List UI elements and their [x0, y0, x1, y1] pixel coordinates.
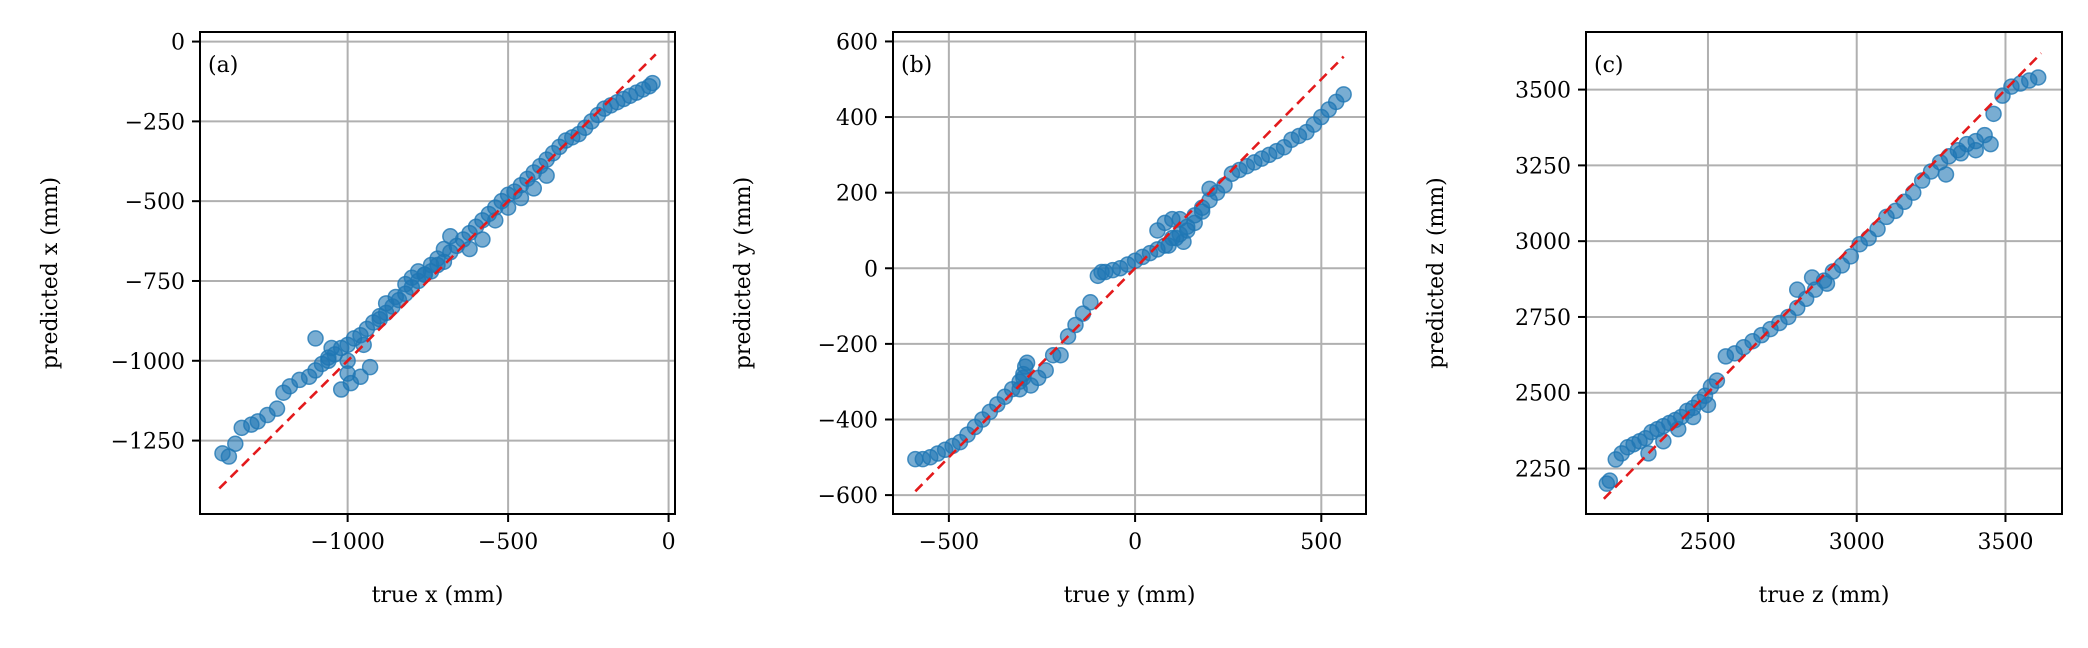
y-axis-label-b: predicted y (mm) [731, 177, 756, 369]
y-tick-label: −1250 [111, 430, 185, 455]
y-tick-label: 2750 [1515, 306, 1571, 331]
x-tick-label: −1000 [310, 530, 384, 555]
data-point [1601, 472, 1619, 489]
data-point [1193, 199, 1211, 217]
data-point [1803, 269, 1821, 286]
y-tick-label: 200 [836, 182, 878, 207]
x-tick-label: 0 [1128, 530, 1142, 555]
data-point [512, 189, 530, 207]
grid-a [200, 32, 675, 514]
scatter-points-c [1598, 69, 2047, 492]
data-point [227, 435, 244, 453]
data-point [1788, 281, 1806, 298]
data-point [1011, 380, 1028, 398]
reference-line-a [218, 53, 657, 490]
data-point [268, 400, 286, 417]
y-tick-label: −250 [125, 110, 185, 135]
data-point [1335, 86, 1352, 103]
data-point [1037, 362, 1054, 379]
data-point [220, 448, 238, 465]
data-point [1082, 294, 1099, 311]
data-point [461, 240, 478, 258]
y-tick-label: −200 [818, 333, 878, 358]
y-axis-label-c: predicted z (mm) [1424, 177, 1449, 368]
data-point [1708, 372, 1726, 389]
data-point [538, 167, 555, 184]
y-tick-label: −1000 [111, 350, 185, 375]
data-point [320, 352, 337, 370]
y-tick-label: −400 [818, 408, 878, 433]
data-point [387, 288, 405, 306]
data-point [474, 231, 491, 248]
subplot-b: −500 0 500 600 400 200 0 −200 −400 −600 true y (mm… [731, 30, 1367, 608]
y-tick-label: 2500 [1515, 382, 1571, 407]
x-tick-label: 3500 [1977, 530, 2033, 555]
y-tick-label: 3250 [1515, 154, 1571, 179]
axes-frame-c [1585, 31, 2063, 515]
x-tick-label: 3000 [1829, 530, 1885, 555]
data-point [644, 74, 661, 92]
reference-line-c [1602, 52, 2043, 500]
x-tick-label: 0 [662, 530, 676, 555]
y-tick-label: 2250 [1515, 458, 1571, 483]
data-point [307, 330, 324, 347]
panel-label-b: (b) [901, 53, 932, 78]
data-point [442, 228, 459, 245]
data-point [525, 180, 543, 197]
x-axis-label-c: true z (mm) [1758, 583, 1889, 608]
data-point [2029, 69, 2047, 86]
data-point [1699, 396, 1717, 414]
data-point [1015, 365, 1032, 383]
axes-frame-a [199, 31, 676, 515]
data-point [1201, 180, 1218, 198]
data-point [1655, 432, 1672, 450]
data-point [1175, 233, 1192, 251]
panel-label-c: (c) [1594, 53, 1624, 78]
subplot-c: 2500 3000 3500 3500 3250 3000 2750 2500 2250 true… [1424, 31, 2063, 608]
y-tick-label: 3500 [1515, 79, 1571, 104]
y-tick-label: −750 [125, 270, 185, 295]
data-point [435, 240, 453, 258]
data-point [1982, 135, 1999, 153]
x-tick-label: −500 [478, 530, 538, 555]
reference-line-b [914, 55, 1345, 493]
y-tick-label: 600 [836, 30, 878, 55]
subplot-a: −1000 −500 0 0 −250 −500 −750 −1000 −1250 true x … [38, 31, 676, 608]
data-point [361, 358, 379, 376]
y-tick-label: −500 [125, 190, 185, 215]
grid-c [1586, 32, 2062, 514]
y-tick-label: 3000 [1515, 230, 1571, 255]
y-tick-label: −600 [818, 484, 878, 509]
data-point [1967, 141, 1984, 159]
panel-label-a: (a) [208, 53, 238, 78]
x-axis-label-b: true y (mm) [1064, 583, 1196, 608]
y-tick-label: 400 [836, 106, 878, 131]
data-point [1985, 105, 2002, 123]
data-point [1052, 346, 1069, 364]
x-tick-label: −500 [919, 530, 979, 555]
data-point [1818, 275, 1836, 292]
x-axis-label-a: true x (mm) [372, 583, 504, 608]
y-tick-label: 0 [864, 257, 878, 282]
y-tick-label: 0 [171, 31, 185, 56]
x-tick-label: 500 [1300, 530, 1342, 555]
scatter-points-b [907, 86, 1352, 468]
x-tick-label: 2500 [1680, 530, 1736, 555]
data-point [1937, 166, 1955, 183]
data-point [1067, 316, 1084, 334]
data-point [1952, 145, 1970, 162]
data-point [339, 365, 356, 382]
data-point [1178, 218, 1196, 235]
data-point [371, 311, 388, 328]
axes-frame-b [892, 31, 1367, 515]
y-axis-label-a: predicted x (mm) [38, 177, 63, 369]
